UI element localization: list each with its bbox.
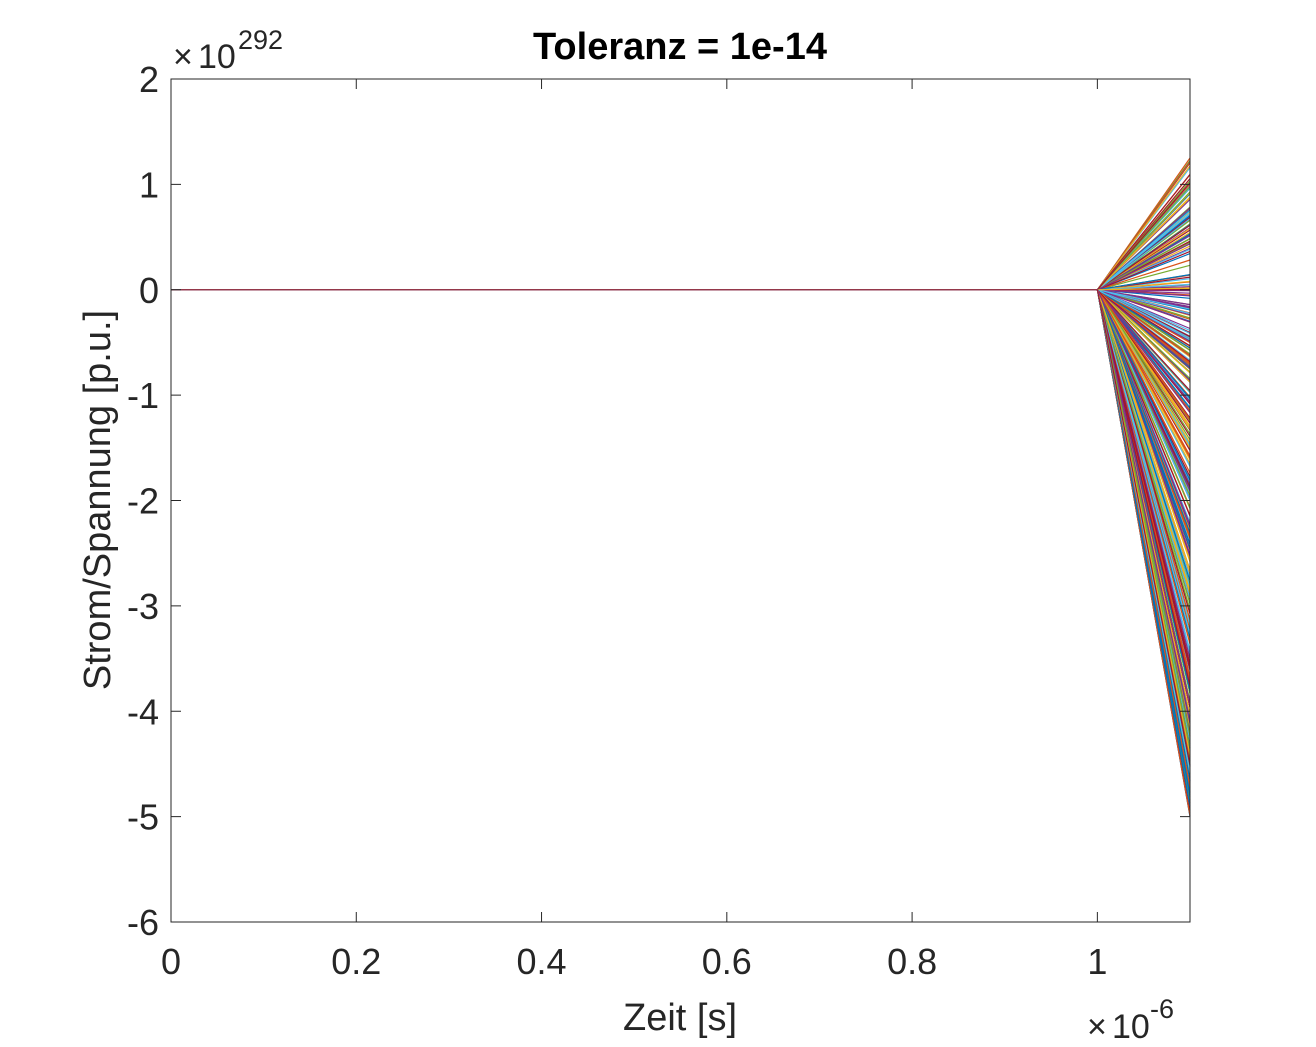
x-axis: 0 0.2 0.4 0.6 0.8 1: [161, 79, 1107, 982]
y-tick-label: -3: [127, 586, 159, 627]
y-tick-label: -2: [127, 481, 159, 522]
x-exponent-multiplier: × 10 -6: [1087, 994, 1174, 1046]
x-tick-label: 0.6: [702, 941, 752, 982]
y-exponent-power: 292: [238, 25, 283, 55]
y-tick-label: 0: [139, 270, 159, 311]
y-tick-label: -4: [127, 691, 159, 732]
y-exponent-base: 10: [198, 38, 236, 76]
chart-title: Toleranz = 1e-14: [533, 26, 827, 68]
y-tick-label: -5: [127, 797, 159, 838]
series-line: [171, 289, 1191, 765]
plot-area: [171, 79, 1190, 922]
series-layer: [171, 157, 1191, 817]
y-exponent-times: ×: [173, 38, 193, 76]
y-tick-label: -6: [127, 902, 159, 943]
x-tick-label: 0.8: [887, 941, 937, 982]
x-exponent-power: -6: [1150, 994, 1174, 1024]
y-tick-label: 2: [139, 59, 159, 100]
x-exponent-times: ×: [1087, 1008, 1107, 1046]
y-exponent-multiplier: × 10 292: [173, 25, 283, 76]
x-tick-label: 1: [1087, 941, 1107, 982]
y-tick-label: 1: [139, 164, 159, 205]
y-axis: 2 1 0 -1 -2 -3 -4 -5 -6: [127, 59, 1190, 943]
x-tick-label: 0.4: [517, 941, 567, 982]
y-tick-label: -1: [127, 375, 159, 416]
x-tick-label: 0: [161, 941, 181, 982]
x-tick-label: 0.2: [331, 941, 381, 982]
x-exponent-base: 10: [1112, 1008, 1150, 1046]
y-axis-label: Strom/Spannung [p.u.]: [77, 310, 119, 690]
x-axis-label: Zeit [s]: [623, 997, 737, 1039]
